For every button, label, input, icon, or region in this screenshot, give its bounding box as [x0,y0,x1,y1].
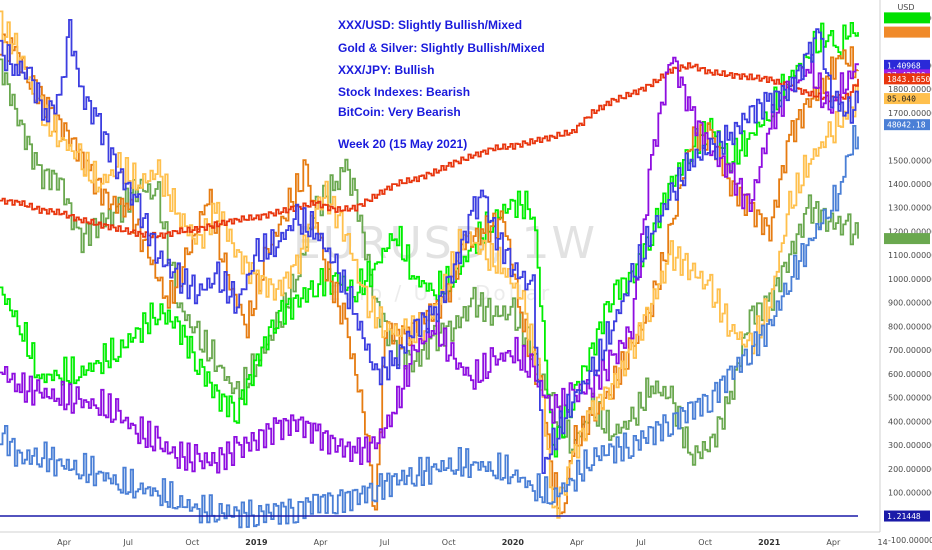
annotation-text: Stock Indexes: Bearish [338,85,470,99]
time-tick-label: 2020 [502,538,525,547]
annotation-text: XXX/JPY: Bullish [338,63,434,77]
price-badge [884,233,930,245]
price-badge-label: 1.40968 [887,61,921,70]
price-badge [884,119,930,131]
price-tick-label: 400.000000 [888,417,932,426]
price-tick-label: 1400.000000 [888,180,932,189]
price-tick-label: 600.000000 [888,370,932,379]
price-tick-label: 1000.000000 [888,275,932,284]
price-badge [884,12,930,24]
price-badge [884,93,930,105]
annotation-text: XXX/USD: Slightly Bullish/Mixed [338,18,522,32]
price-axis-unit: USD [897,3,914,12]
time-axis[interactable]: Apr Jul Oct 2019 Apr Jul Oct 2020 Apr Jul Oct 2021 A… [0,531,888,547]
annotation-text: BitCoin: Very Bearish [338,105,461,119]
time-tick-label: Apr [570,538,585,547]
price-badge-label: 1.21448 [887,512,921,521]
series-line-green [0,22,859,458]
price-badge [884,26,930,38]
time-tick-label: Jul [379,538,390,547]
price-badge [884,510,930,522]
annotation-block: XXX/USD: Slightly Bullish/Mixed Gold & Si… [338,18,545,151]
time-tick-label: Oct [185,538,199,547]
time-tick-label: Jul [122,538,133,547]
price-badge-label: 1843.16500 [887,75,932,84]
time-axis-ticks: Apr Jul Oct 2019 Apr Jul Oct 2020 Apr Jul Oct 2021 A… [57,538,888,547]
price-tick-label: 100.000000 [888,489,932,498]
price-tick-label: 800.000000 [888,322,932,331]
price-tick-label: 200.000000 [888,465,932,474]
price-badges: 1.4096827.422001843.1650085.04048042.181… [884,12,932,522]
price-tick-label: 1700.000000 [888,109,932,118]
price-badge-label: 48042.18 [887,121,926,130]
price-tick-label: 1500.000000 [888,156,932,165]
series-line-blue [0,19,859,474]
price-tick-label: 1800.000000 [888,85,932,94]
time-tick-label: Apr [314,538,329,547]
time-tick-label: Jul [635,538,646,547]
series-line-red [0,62,859,239]
price-tick-label: 1300.000000 [888,204,932,213]
price-badge-label: 85.040 [887,95,916,104]
price-axis[interactable]: USD 2100.0000001900.0000001800.000000170… [879,0,932,545]
time-tick-label: Oct [442,538,456,547]
price-tick-label: 700.000000 [888,346,932,355]
price-tick-label: 500.000000 [888,394,932,403]
price-tick-label: -100.000000 [888,536,932,545]
price-tick-label: 1100.000000 [888,251,932,260]
price-badge [884,59,930,71]
price-tick-label: 900.000000 [888,299,932,308]
time-tick-label: 2021 [758,538,781,547]
series-line-steelblue [0,125,859,529]
time-tick-label: Apr [826,538,841,547]
time-tick-label: Oct [698,538,712,547]
annotation-text: Week 20 (15 May 2021) [338,137,467,151]
time-tick-label: 2019 [245,538,268,547]
series-line-lightgreen [0,58,859,466]
annotation-text: Gold & Silver: Slightly Bullish/Mixed [338,41,545,55]
time-tick-label: 14 [878,538,888,547]
price-badge-label: 1.09062 [887,235,921,244]
price-tick-label: 1200.000000 [888,227,932,236]
time-tick-label: Apr [57,538,72,547]
series-lines [0,10,859,529]
price-badge [884,73,930,85]
price-tick-label: 300.000000 [888,441,932,450]
